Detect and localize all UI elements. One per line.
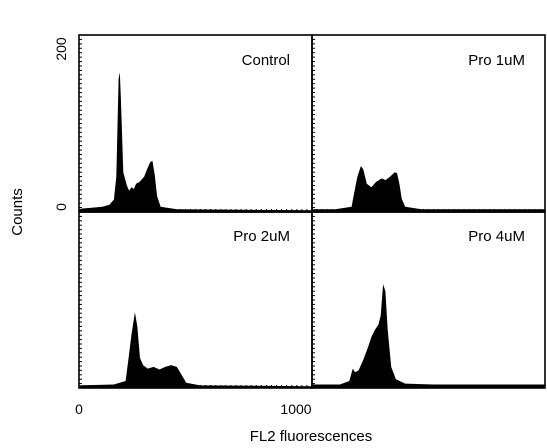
y-tick-label-zero: 0 — [53, 203, 69, 211]
y-tick-label-max: 200 — [53, 37, 69, 61]
histogram-fill-pro-1um — [312, 166, 545, 212]
panel-title-pro-4um: Pro 4uM — [468, 228, 525, 245]
panel-pro-4um: Pro 4uM — [311, 211, 546, 389]
panel-title-pro-1um: Pro 1uM — [468, 52, 525, 69]
histogram-fill-pro-2um — [79, 312, 312, 388]
histogram-fill-control — [79, 72, 312, 212]
x-tick-label-max: 1000 — [280, 401, 311, 417]
panel-pro-2um: Pro 2uM — [78, 211, 313, 389]
x-axis-label: FL2 fluorescences — [250, 428, 373, 445]
panel-frame-pro-4um — [311, 211, 546, 389]
x-tick-label-zero: 0 — [75, 401, 83, 417]
panel-title-pro-2um: Pro 2uM — [233, 228, 290, 245]
histogram-fill-pro-4um — [312, 284, 545, 388]
panel-title-control: Control — [242, 52, 290, 69]
panel-control: Control — [78, 34, 313, 213]
y-axis-label: Counts — [9, 188, 26, 236]
panel-pro-1um: Pro 1uM — [311, 34, 546, 213]
